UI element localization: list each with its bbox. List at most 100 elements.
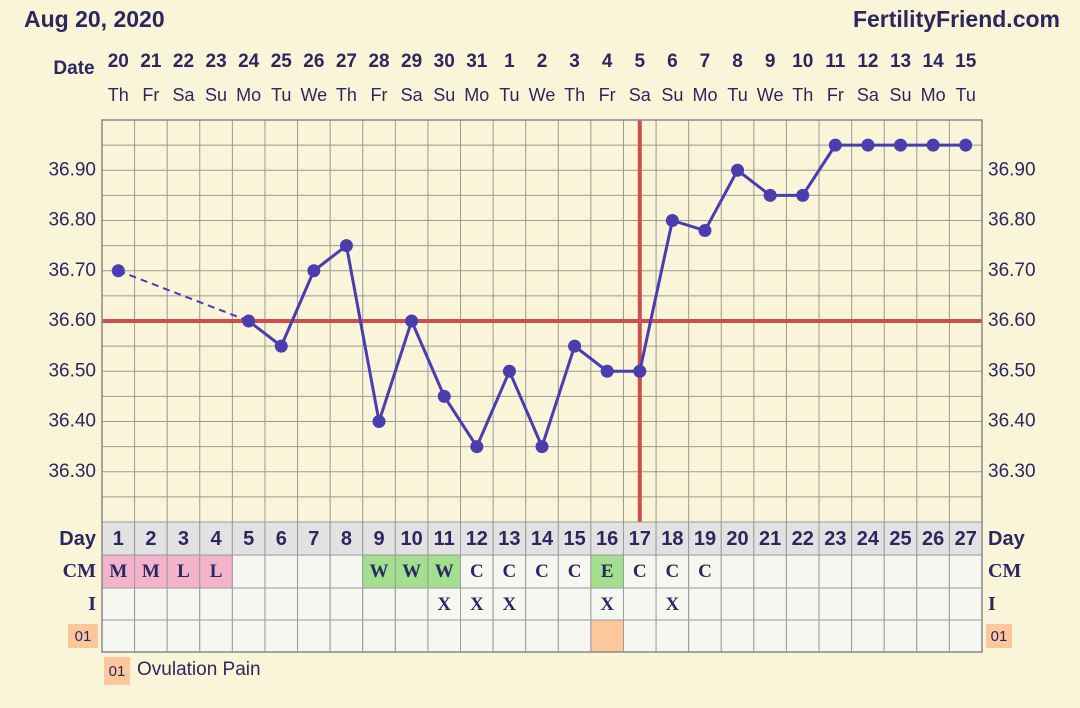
legend-label: Ovulation Pain	[137, 659, 261, 680]
weekday-label: Fr	[827, 85, 844, 105]
day-cell-text: 12	[466, 528, 488, 550]
cell	[785, 587, 820, 622]
weekday-label: Fr	[599, 85, 616, 105]
date-label: 4	[602, 51, 613, 72]
date-label: 30	[434, 51, 455, 72]
y-tick-label-right: 36.80	[988, 210, 1036, 231]
cell	[622, 587, 657, 622]
cell	[948, 587, 983, 622]
day-cell-text: 7	[308, 528, 319, 550]
day-cell-text: 6	[276, 528, 287, 550]
day-cell-text: 14	[531, 528, 554, 550]
cm-cell-text: C	[568, 561, 582, 582]
date-label: 10	[792, 51, 813, 72]
y-tick-label-right: 36.90	[988, 159, 1036, 180]
day-cell-text: 18	[661, 528, 683, 550]
weekday-label: Su	[661, 85, 683, 105]
temperature-point	[568, 339, 582, 353]
cell	[362, 619, 396, 653]
cm-cell-text: W	[435, 561, 454, 582]
legend-code: 01	[109, 663, 126, 680]
row-label-right: Day	[988, 528, 1026, 550]
day-cell-text: 10	[401, 528, 423, 550]
cell	[264, 554, 299, 589]
date-label: 20	[108, 51, 129, 72]
weekday-label: Mo	[692, 85, 717, 105]
day-cell-text: 26	[922, 528, 944, 550]
plot-frame	[101, 119, 983, 653]
weekday-label: Mo	[464, 85, 489, 105]
weekday-label: Fr	[142, 85, 159, 105]
day-cell-text: 3	[178, 528, 189, 550]
date-label: 22	[173, 51, 194, 72]
site-name: FertilityFriend.com	[853, 6, 1060, 32]
cell	[883, 554, 918, 589]
temperature-point	[372, 415, 386, 428]
cell	[948, 619, 983, 653]
y-tick-label: 36.80	[48, 210, 96, 231]
cell	[622, 619, 657, 653]
day-cell-text: 27	[955, 528, 977, 550]
day-cell-text: 19	[694, 528, 716, 550]
day-cell-text: 20	[726, 528, 748, 550]
i-cell-text: X	[600, 594, 614, 615]
row-label: 01	[75, 628, 92, 645]
weekday-label: Th	[336, 85, 357, 105]
y-tick-label-right: 36.70	[988, 260, 1036, 281]
cm-cell-text: M	[142, 561, 160, 582]
cell	[166, 587, 201, 622]
cm-cell-text: E	[601, 561, 614, 582]
temperature-point	[894, 138, 908, 152]
day-cell-text: 1	[113, 528, 124, 550]
weekday-label: Sa	[401, 85, 424, 105]
i-cell-text: X	[470, 594, 484, 615]
weekday-label: Su	[433, 85, 455, 105]
date-label: 5	[634, 51, 645, 72]
cell	[134, 554, 168, 589]
weekday-label: Th	[564, 85, 585, 105]
cell	[329, 619, 364, 653]
y-tick-label: 36.40	[48, 411, 96, 432]
temperature-point	[274, 339, 288, 353]
weekday-label: Sa	[172, 85, 195, 105]
cell	[297, 587, 331, 622]
cell	[720, 619, 755, 653]
weekday-label: Tu	[956, 85, 976, 105]
weekday-label: Tu	[727, 85, 747, 105]
cell	[916, 587, 950, 622]
cell	[101, 554, 136, 589]
weekday-label: Su	[205, 85, 227, 105]
cell	[753, 619, 787, 653]
temperature-point	[763, 188, 777, 202]
temperature-point	[111, 264, 125, 278]
temperature-point	[828, 138, 842, 152]
date-label: 21	[140, 51, 162, 72]
i-cell-text: X	[437, 594, 451, 615]
date-label: 11	[825, 51, 846, 72]
cell	[851, 521, 885, 556]
cm-cell-text: M	[109, 561, 127, 582]
temperature-point	[307, 264, 321, 278]
cell	[101, 521, 136, 556]
weekday-label: Th	[108, 85, 129, 105]
cm-cell-text: C	[470, 561, 484, 582]
cell	[688, 554, 722, 589]
cell	[525, 619, 559, 653]
cm-cell-text: L	[177, 561, 190, 582]
cell	[492, 619, 527, 653]
y-tick-label-right: 36.60	[988, 310, 1036, 331]
cell	[264, 619, 299, 653]
date-label: 27	[336, 51, 357, 72]
temperature-point	[926, 138, 940, 152]
date-label: 13	[890, 51, 911, 72]
date-label: 14	[923, 51, 945, 72]
row-label-right: I	[988, 593, 996, 615]
temperature-point	[437, 389, 451, 403]
cell	[134, 619, 168, 653]
cell	[492, 521, 527, 556]
cell	[362, 554, 396, 589]
temperature-point	[731, 163, 745, 177]
day-cell-text: 5	[243, 528, 254, 550]
day-cell-text: 9	[373, 528, 384, 550]
